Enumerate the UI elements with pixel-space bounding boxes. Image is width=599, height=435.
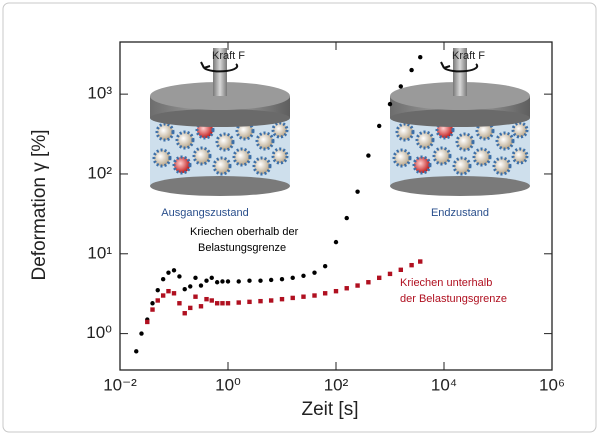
data-point xyxy=(258,299,262,303)
data-point xyxy=(156,298,160,302)
x-tick-label: 10² xyxy=(324,375,349,394)
data-point xyxy=(355,189,359,193)
data-point xyxy=(366,280,370,284)
data-point xyxy=(166,270,170,274)
data-point xyxy=(172,291,176,295)
data-point xyxy=(210,298,214,302)
data-point xyxy=(312,270,316,274)
data-point xyxy=(377,276,381,280)
x-tick-label: 10⁻² xyxy=(103,375,137,394)
data-point xyxy=(172,268,176,272)
data-point xyxy=(188,306,192,310)
data-point xyxy=(210,276,214,280)
data-point xyxy=(334,289,338,293)
annotation: Ausgangszustand xyxy=(161,207,248,219)
data-point xyxy=(269,298,273,302)
data-point xyxy=(193,276,197,280)
data-point xyxy=(291,296,295,300)
annotation: der Belastungsgrenze xyxy=(400,293,507,305)
data-point xyxy=(220,301,224,305)
x-axis-label: Zeit [s] xyxy=(301,399,358,420)
y-tick-label: 10³ xyxy=(87,84,112,103)
data-point xyxy=(183,311,187,315)
y-tick-label: 10⁰ xyxy=(86,323,112,342)
data-point xyxy=(334,240,338,244)
data-point xyxy=(399,268,403,272)
data-point xyxy=(145,320,149,324)
data-point xyxy=(323,264,327,268)
data-point xyxy=(280,277,284,281)
data-point xyxy=(301,274,305,278)
data-point xyxy=(247,300,251,304)
data-point xyxy=(291,276,295,280)
data-point xyxy=(418,259,422,263)
x-tick-label: 10⁴ xyxy=(431,375,457,394)
data-point xyxy=(199,283,203,287)
data-point xyxy=(388,102,392,106)
data-point xyxy=(134,349,138,353)
data-point xyxy=(166,289,170,293)
chart: Zeit [s] Deformation γ [%] 10⁻² 10⁰ 10² 10⁴… xyxy=(0,0,599,435)
annotation: Kraft F xyxy=(452,50,485,62)
data-point xyxy=(150,307,154,311)
annotation: Belastungsgrenze xyxy=(198,242,286,254)
data-point xyxy=(150,301,154,305)
y-tick-label: 10² xyxy=(87,163,112,182)
data-point xyxy=(237,279,241,283)
data-point xyxy=(269,278,273,282)
data-point xyxy=(161,293,165,297)
data-point xyxy=(199,304,203,308)
data-point xyxy=(247,279,251,283)
data-point xyxy=(280,297,284,301)
data-point xyxy=(215,280,219,284)
data-point xyxy=(345,286,349,290)
data-point xyxy=(139,331,143,335)
x-tick-label: 10⁰ xyxy=(215,375,241,394)
data-point xyxy=(193,294,197,298)
data-point xyxy=(204,279,208,283)
data-point xyxy=(156,288,160,292)
frame xyxy=(3,3,596,432)
data-point xyxy=(220,279,224,283)
data-point xyxy=(226,301,230,305)
data-point xyxy=(161,277,165,281)
data-point xyxy=(183,287,187,291)
data-point xyxy=(355,283,359,287)
data-point xyxy=(345,216,349,220)
data-point xyxy=(258,279,262,283)
data-point xyxy=(409,263,413,267)
annotation: Kraft F xyxy=(212,50,245,62)
data-point xyxy=(177,274,181,278)
data-point xyxy=(388,272,392,276)
y-tick-label: 10¹ xyxy=(87,243,112,262)
data-point xyxy=(188,284,192,288)
annotation: Kriechen oberhalb der xyxy=(190,226,299,238)
data-point xyxy=(204,297,208,301)
data-point xyxy=(366,153,370,157)
data-point xyxy=(409,68,413,72)
annotation: Kriechen unterhalb xyxy=(400,277,492,289)
data-point xyxy=(301,294,305,298)
data-point xyxy=(399,84,403,88)
data-point xyxy=(215,301,219,305)
data-point xyxy=(226,279,230,283)
data-point xyxy=(377,124,381,128)
data-point xyxy=(177,301,181,305)
y-axis-label: Deformation γ [%] xyxy=(29,130,50,281)
data-point xyxy=(418,55,422,59)
x-tick-label: 10⁶ xyxy=(539,375,565,394)
data-point xyxy=(237,300,241,304)
data-point xyxy=(312,293,316,297)
data-point xyxy=(323,291,327,295)
annotation: Endzustand xyxy=(431,207,489,219)
